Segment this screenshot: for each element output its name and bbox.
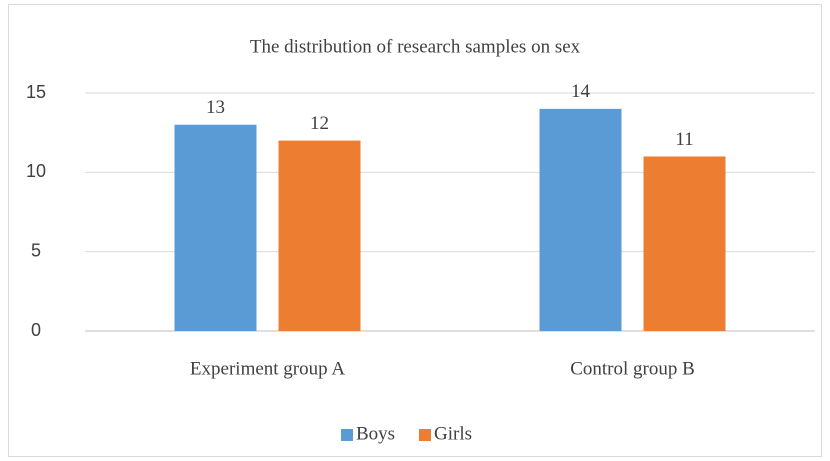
legend-label: Boys — [356, 423, 395, 444]
bar — [539, 108, 622, 331]
x-tick-label: Experiment group A — [190, 358, 345, 379]
chart-title: The distribution of research samples on … — [250, 36, 581, 57]
legend-swatch — [419, 429, 431, 441]
x-tick-label: Control group B — [570, 358, 695, 379]
y-tick-label: 15 — [26, 82, 46, 102]
bar — [643, 156, 726, 331]
bar — [278, 140, 361, 331]
y-tick-label: 0 — [31, 320, 41, 340]
bar — [174, 124, 257, 331]
data-label: 14 — [571, 81, 591, 102]
y-tick-label: 5 — [31, 240, 41, 260]
data-label: 12 — [310, 113, 329, 134]
y-tick-label: 10 — [26, 161, 46, 181]
data-label: 13 — [206, 97, 225, 118]
legend-label: Girls — [434, 423, 472, 444]
data-label: 11 — [675, 129, 693, 150]
legend-swatch — [341, 429, 353, 441]
